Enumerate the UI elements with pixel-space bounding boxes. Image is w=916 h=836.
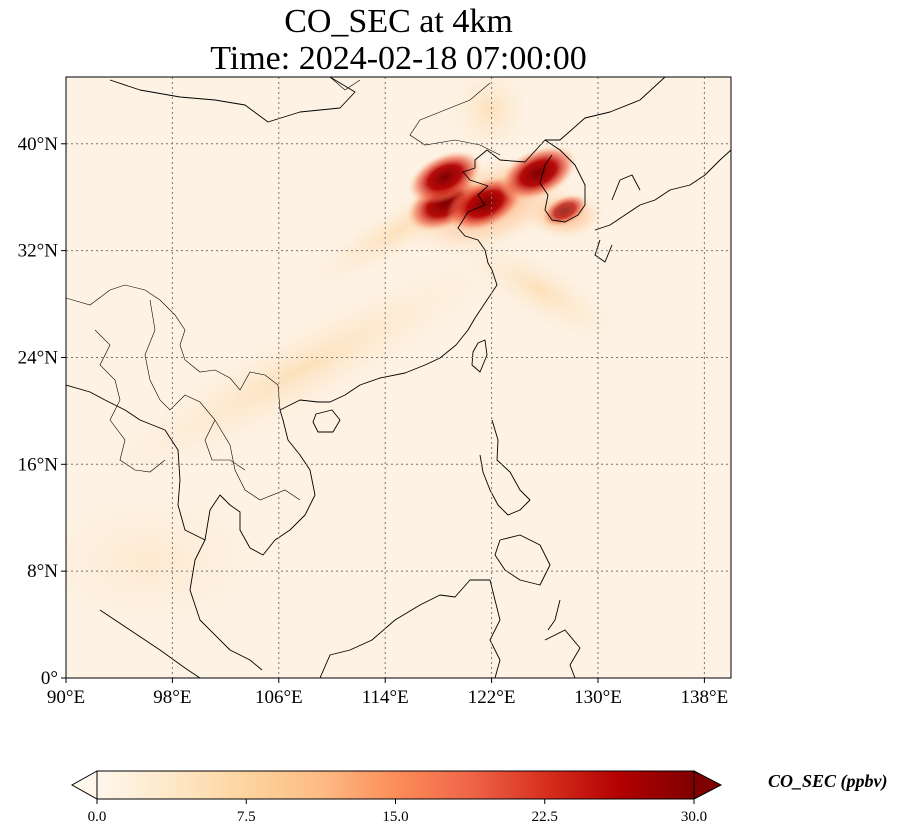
border-line (94, 329, 166, 473)
border-line (144, 299, 301, 501)
x-tick-label: 106°E (255, 687, 303, 708)
coastline-sumatra (99, 609, 201, 678)
concentration-field (66, 77, 731, 678)
coastline-east-asia (279, 77, 666, 411)
hotspot (541, 194, 588, 227)
y-tick-label: 32°N (18, 241, 59, 262)
country-borders (66, 77, 501, 501)
x-tick-label: 98°E (153, 687, 191, 708)
x-tick-label: 90°E (47, 687, 85, 708)
plume-layer (66, 77, 620, 630)
colorbar-ticks: 0.0 7.5 15.0 22.5 30.0 (88, 799, 707, 825)
y-tick-label: 16°N (18, 454, 59, 475)
coastline-borneo (319, 579, 501, 678)
y-tick-label: 24°N (18, 347, 59, 368)
map-frame (65, 76, 732, 679)
x-tick-label: 138°E (681, 687, 729, 708)
colorbar-tick-label: 30.0 (681, 809, 707, 825)
colorbar-label: CO_SEC (ppbv) (768, 771, 888, 791)
x-tick-label: 122°E (468, 687, 516, 708)
coastline-taiwan (471, 339, 488, 373)
coastline-korea (539, 139, 586, 223)
border-line (329, 77, 361, 91)
colorbar-tick-label: 15.0 (382, 809, 408, 825)
coastline-indochina (66, 384, 316, 671)
colorbar-extend-low (70, 770, 98, 800)
coastline-sulawesi (544, 599, 581, 678)
chart-subtitle: Time: 2024-02-18 07:00:00 (210, 40, 587, 77)
gridlines (66, 77, 731, 678)
x-tick-label: 130°E (574, 687, 622, 708)
colorbar-extend-high (693, 770, 723, 800)
plume-band (460, 238, 620, 342)
colorbar-tick-label: 7.5 (237, 809, 256, 825)
colorbar-tick-label: 0.0 (88, 809, 107, 825)
colorbar-gradient (97, 771, 694, 799)
coastline-china (109, 77, 356, 123)
y-tick-label: 8°N (27, 561, 58, 582)
coastline-hainan (312, 409, 341, 433)
coastline-philippines (479, 419, 551, 586)
colorbar-tick-label: 22.5 (532, 809, 558, 825)
plume-band (450, 77, 530, 155)
plume-band (66, 490, 270, 630)
coastlines (66, 77, 731, 678)
chart-title: CO_SEC at 4km (284, 3, 513, 40)
hotspot (499, 145, 578, 202)
y-tick-label: 40°N (18, 134, 59, 155)
axis-ticks: 90°E 98°E 106°E 114°E 122°E 130°E 138°E 0° 8°N 16… (18, 134, 729, 708)
colorbar: 0.0 7.5 15.0 22.5 30.0 (70, 770, 723, 825)
plume-band (96, 256, 504, 484)
x-tick-label: 114°E (362, 687, 409, 708)
border-line (66, 284, 281, 411)
y-tick-label: 0° (41, 668, 58, 689)
